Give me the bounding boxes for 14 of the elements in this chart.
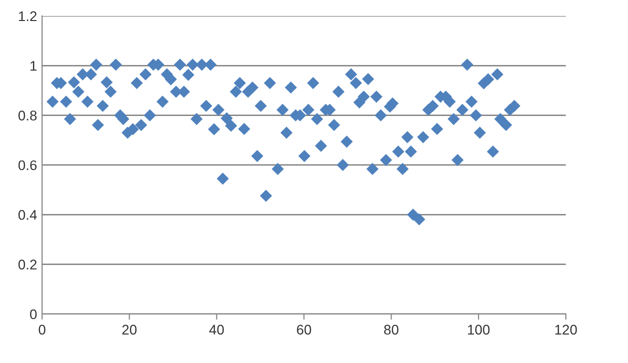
- x-tick-label: 20: [122, 324, 137, 335]
- x-tick-label: 0: [38, 324, 46, 335]
- y-tick-label: 1.2: [18, 11, 37, 22]
- x-tick-label: 120: [555, 324, 577, 335]
- y-tick-label: 0.2: [18, 260, 37, 270]
- y-tick-label: 0: [30, 309, 37, 320]
- y-tick-label: 0.6: [18, 160, 37, 170]
- x-tick-label: 40: [209, 324, 224, 335]
- y-tick-label: 1: [30, 61, 37, 71]
- x-tick-label: 60: [296, 324, 312, 335]
- x-tick-label: 80: [384, 324, 398, 335]
- y-tick-label: 0.4: [18, 210, 37, 220]
- y-tick-label: 0.8: [18, 110, 37, 120]
- x-tick-label: 100: [468, 324, 490, 335]
